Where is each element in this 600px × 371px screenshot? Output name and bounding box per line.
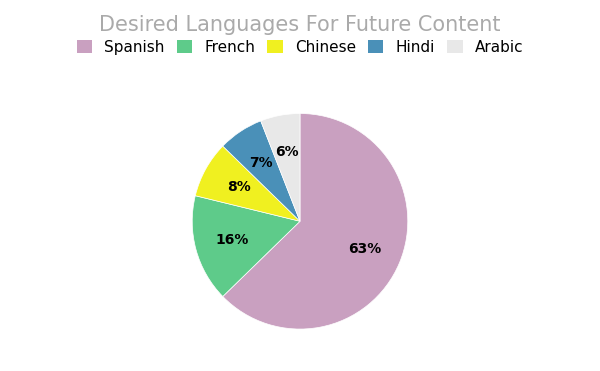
- Wedge shape: [261, 114, 300, 221]
- Wedge shape: [223, 114, 408, 329]
- Wedge shape: [223, 121, 300, 221]
- Text: 6%: 6%: [275, 145, 299, 160]
- Text: 8%: 8%: [227, 180, 251, 194]
- Title: Desired Languages For Future Content: Desired Languages For Future Content: [99, 15, 501, 35]
- Legend: Spanish, French, Chinese, Hindi, Arabic: Spanish, French, Chinese, Hindi, Arabic: [72, 35, 528, 59]
- Wedge shape: [196, 146, 300, 221]
- Text: 63%: 63%: [348, 242, 381, 256]
- Text: 16%: 16%: [216, 233, 249, 247]
- Wedge shape: [192, 196, 300, 296]
- Text: 7%: 7%: [250, 156, 273, 170]
